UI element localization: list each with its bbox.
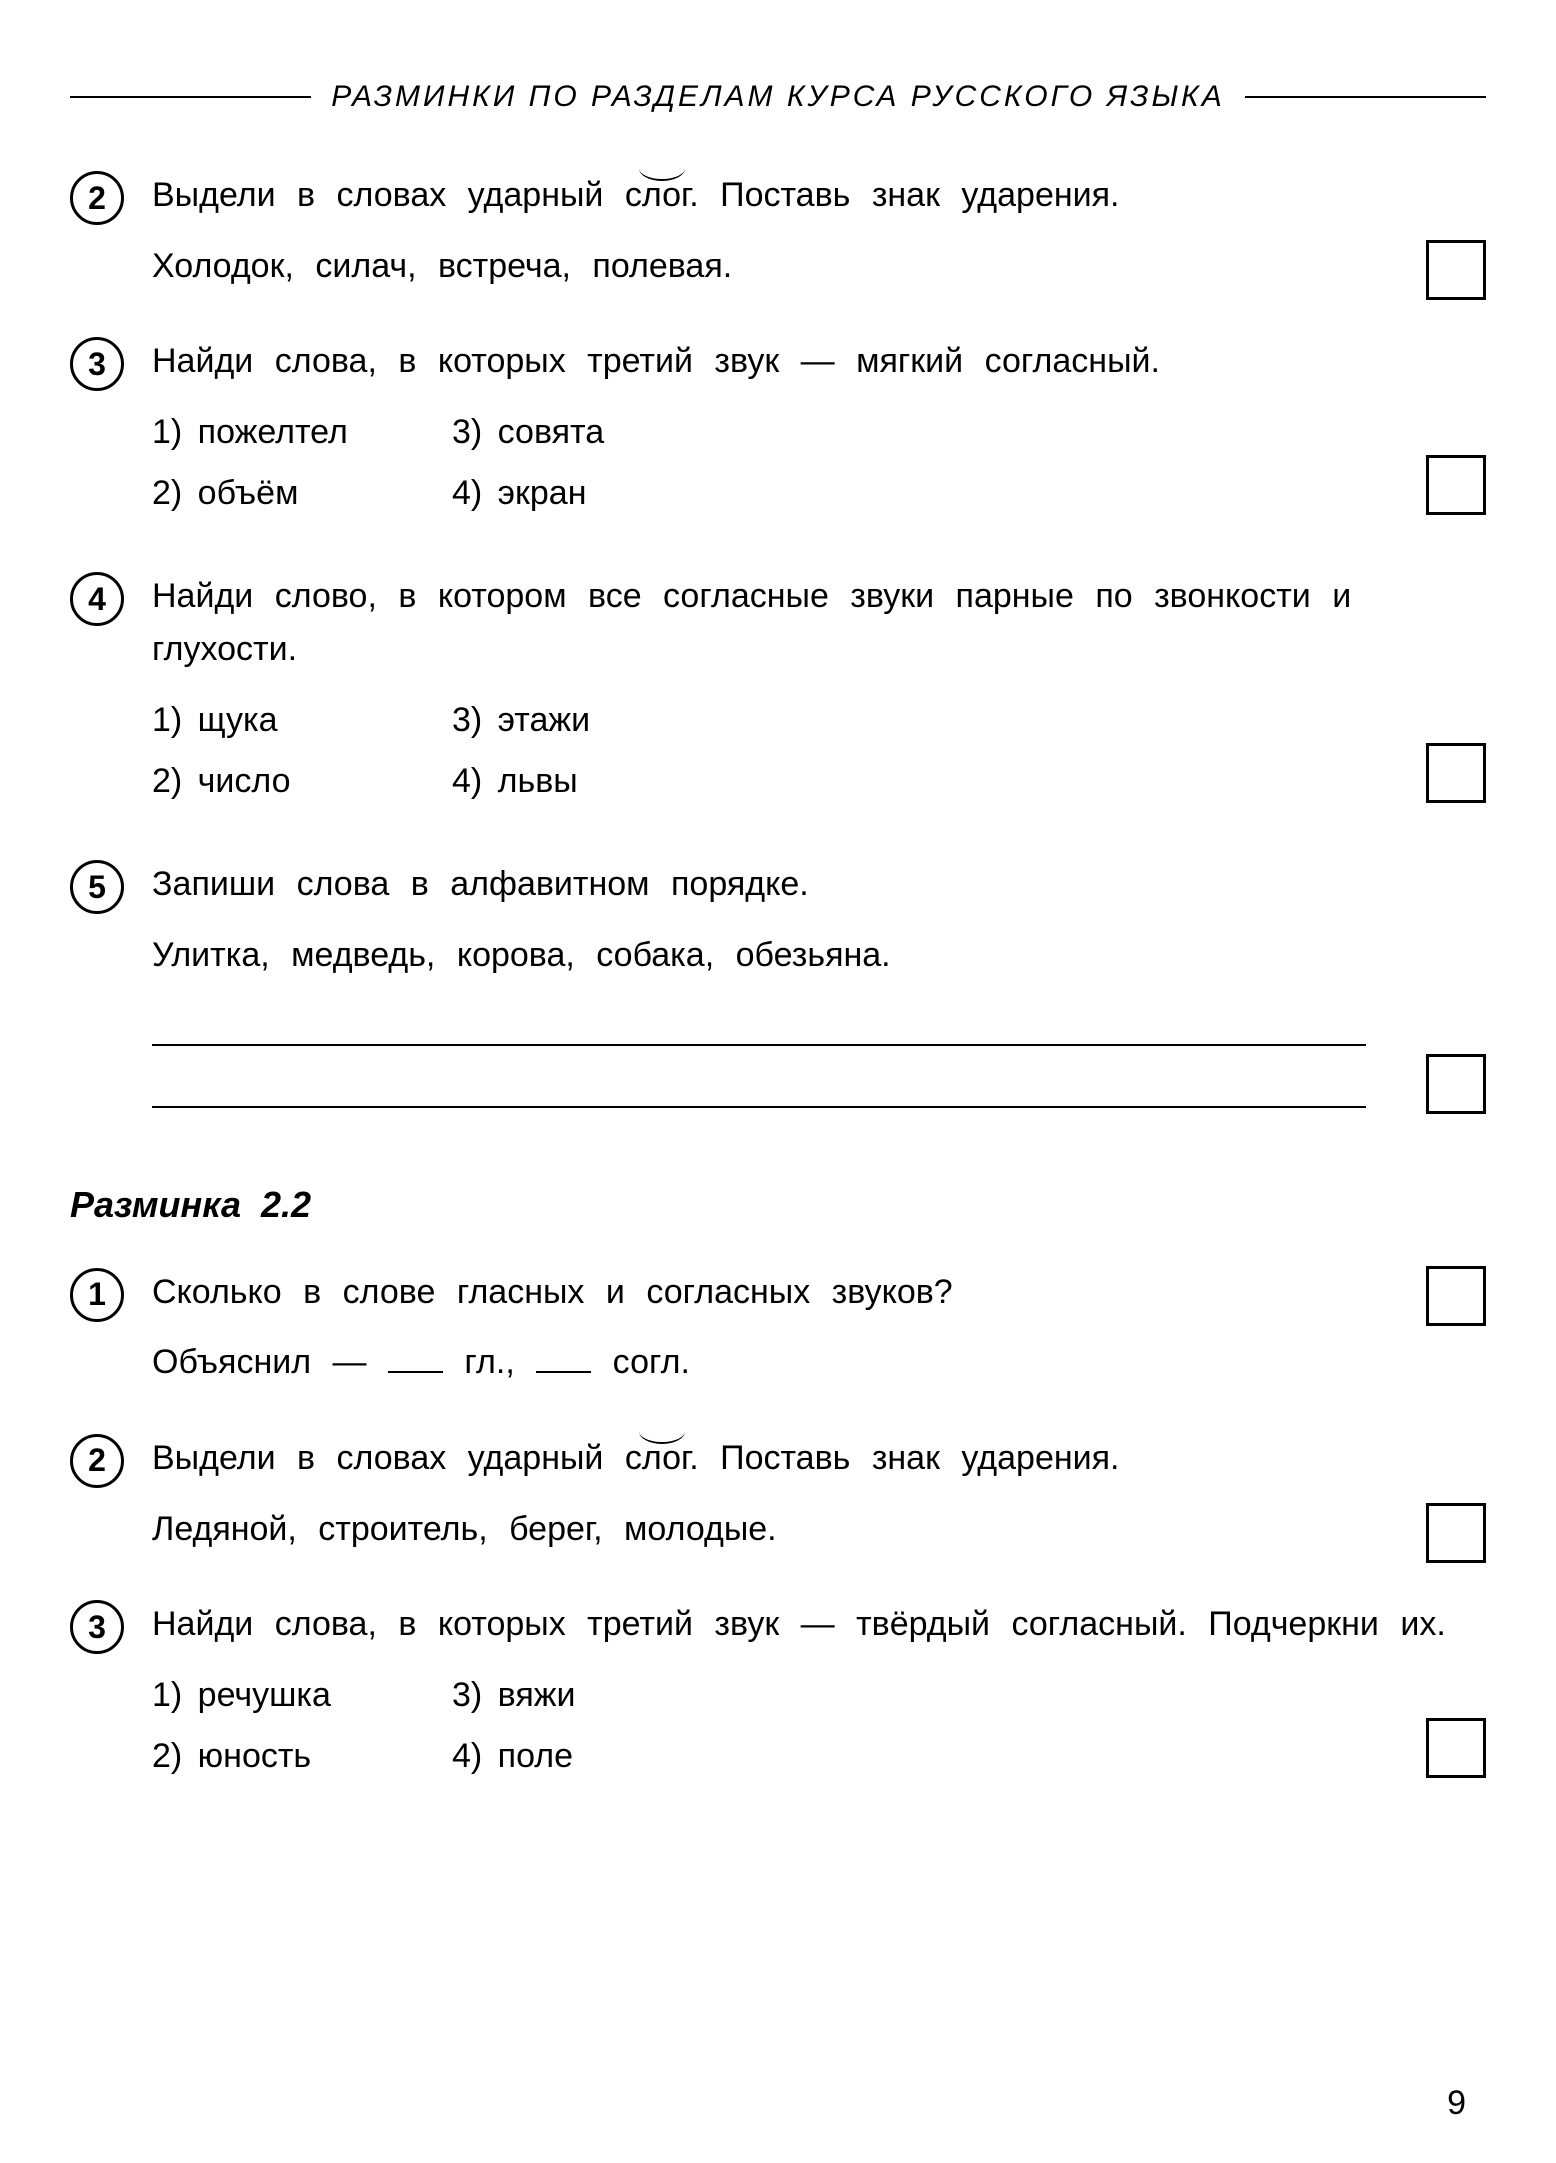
answer-box[interactable]: [1426, 743, 1486, 803]
exercise-words: Холодок, силач, встреча, полевая.: [152, 240, 1486, 293]
option-4: 4) экран: [452, 467, 752, 520]
task-part: Выдели в словах ударный: [152, 1439, 625, 1477]
exercise-words: Улитка, медведь, корова, собака, обезьян…: [152, 929, 1486, 982]
exercise-task: Выдели в словах ударный слог. Поставь зн…: [152, 1432, 1486, 1485]
answer-box[interactable]: [1426, 1718, 1486, 1778]
exercise-3: 3 Найди слова, в которых третий звук — м…: [70, 335, 1486, 545]
exercise-number: 2: [70, 171, 124, 225]
exercise-4: 4 Найди слово, в котором все согласные з…: [70, 570, 1486, 833]
task-part: Поставь знак уда­рения.: [699, 1439, 1120, 1477]
fill-line: Объяснил — гл., согл.: [152, 1336, 1486, 1389]
exercise-number: 5: [70, 860, 124, 914]
write-line[interactable]: [152, 1000, 1366, 1046]
option-1: 1) щука: [152, 694, 452, 747]
options: 1) щука 2) число 3) этажи 4) львы: [152, 694, 1486, 815]
option-1: 1) пожелтел: [152, 406, 452, 459]
section-title: Разминка 2.2: [70, 1184, 1486, 1226]
answer-box[interactable]: [1426, 1266, 1486, 1326]
task-part: Выдели в словах ударный: [152, 176, 625, 214]
option-2: 2) юность: [152, 1730, 452, 1783]
option-2: 2) число: [152, 755, 452, 808]
exercise-words: Ледяной, строитель, берег, молодые.: [152, 1503, 1486, 1556]
exercise-2: 2 Выдели в словах ударный слог. Поставь …: [70, 169, 1486, 310]
option-3: 3) этажи: [452, 694, 752, 747]
option-4: 4) львы: [452, 755, 752, 808]
task-arc-word: слог.: [625, 1432, 699, 1485]
task-arc-word: слог.: [625, 169, 699, 222]
answer-box[interactable]: [1426, 1054, 1486, 1114]
exercise-number: 3: [70, 337, 124, 391]
rule-left: [70, 96, 311, 98]
option-1: 1) речушка: [152, 1669, 452, 1722]
exercise-number: 3: [70, 1600, 124, 1654]
exercise-task: Запиши слова в алфавитном порядке.: [152, 858, 1486, 911]
rule-right: [1245, 96, 1486, 98]
page-number: 9: [1447, 2084, 1466, 2123]
line-part: согл.: [591, 1343, 690, 1381]
exercise-task: Найди слова, в которых третий звук — мяг…: [152, 335, 1486, 388]
exercise-task: Найди слова, в которых третий звук — твё…: [152, 1598, 1486, 1651]
exercise-task: Найди слово, в котором все согласные зву…: [152, 570, 1486, 675]
header-title: РАЗМИНКИ ПО РАЗДЕЛАМ КУРСА РУССКОГО ЯЗЫК…: [311, 80, 1244, 114]
write-line[interactable]: [152, 1062, 1366, 1108]
options: 1) пожелтел 2) объём 3) совята 4) экран: [152, 406, 1486, 527]
option-3: 3) вяжи: [452, 1669, 752, 1722]
option-3: 3) совята: [452, 406, 752, 459]
line-part: гл.,: [443, 1343, 536, 1381]
answer-box[interactable]: [1426, 240, 1486, 300]
exercise-5: 5 Запиши слова в алфавитном порядке. Ули…: [70, 858, 1486, 1123]
line-part: Объяснил —: [152, 1343, 388, 1381]
blank-field[interactable]: [536, 1371, 591, 1373]
option-4: 4) поле: [452, 1730, 752, 1783]
options: 1) речушка 2) юность 3) вяжи 4) поле: [152, 1669, 1486, 1790]
exercise-task: Сколько в слове гласных и согласных звук…: [152, 1266, 1486, 1319]
exercise-number: 1: [70, 1268, 124, 1322]
exercise-s2-1: 1 Сколько в слове гласных и согласных зв…: [70, 1266, 1486, 1407]
exercise-s2-2: 2 Выдели в словах ударный слог. Поставь …: [70, 1432, 1486, 1573]
task-part: Поставь знак уда­рения.: [699, 176, 1120, 214]
page-header: РАЗМИНКИ ПО РАЗДЕЛАМ КУРСА РУССКОГО ЯЗЫК…: [70, 80, 1486, 114]
option-2: 2) объём: [152, 467, 452, 520]
blank-field[interactable]: [388, 1371, 443, 1373]
exercise-number: 4: [70, 572, 124, 626]
answer-box[interactable]: [1426, 1503, 1486, 1563]
exercise-number: 2: [70, 1434, 124, 1488]
exercise-task: Выдели в словах ударный слог. Поставь зн…: [152, 169, 1486, 222]
answer-box[interactable]: [1426, 455, 1486, 515]
exercise-s2-3: 3 Найди слова, в которых третий звук — т…: [70, 1598, 1486, 1808]
